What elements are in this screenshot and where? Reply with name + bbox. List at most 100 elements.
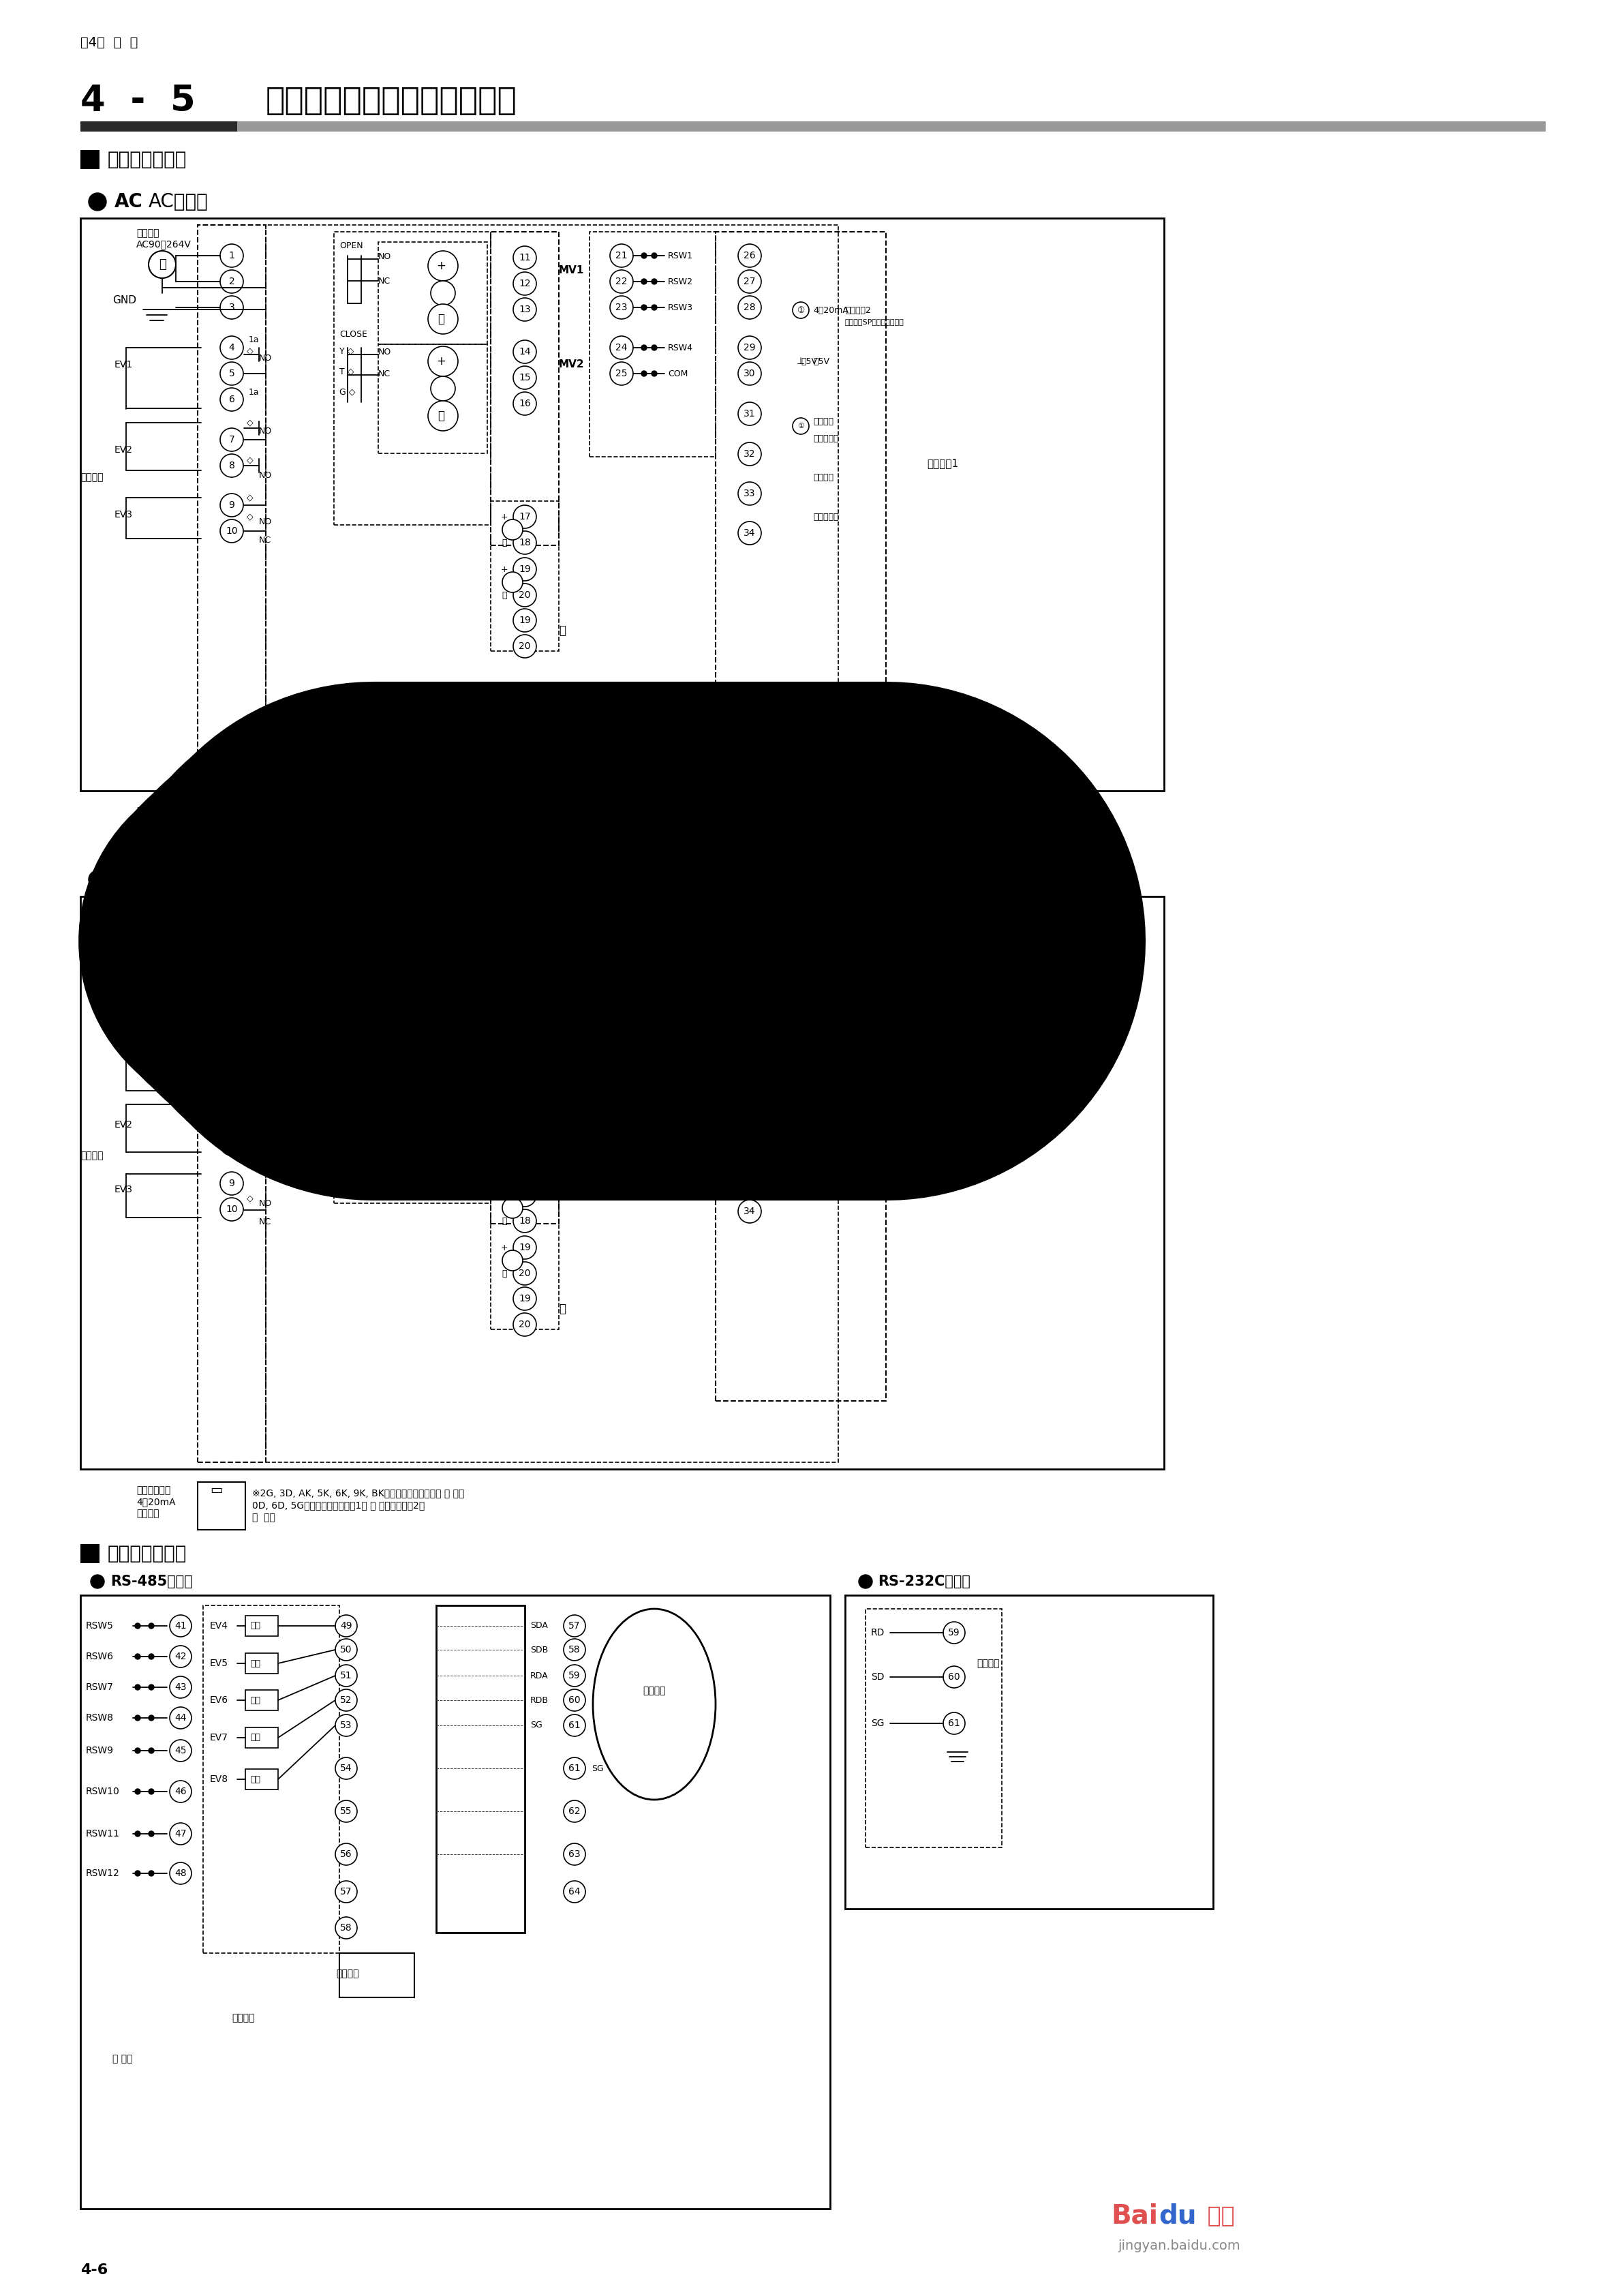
Text: 20: 20 [519, 1320, 530, 1329]
Circle shape [503, 1199, 522, 1219]
Bar [237, 122, 1546, 131]
Text: 27: 27 [744, 955, 756, 964]
Text: 偏置回路: 偏置回路 [336, 1968, 358, 1979]
Text: SG: SG [871, 1720, 884, 1729]
Text: 4: 4 [229, 342, 235, 354]
Text: AC电源型: AC电源型 [149, 193, 208, 211]
Text: ～5V: ～5V [813, 1038, 829, 1047]
Text: 3: 3 [229, 980, 235, 990]
Circle shape [793, 980, 809, 996]
Text: 热电偶输入: 热电偶输入 [813, 512, 839, 521]
Text: 26: 26 [743, 250, 756, 259]
Text: EV5: EV5 [209, 1658, 229, 1669]
Text: －: － [501, 1270, 506, 1279]
Text: 33: 33 [744, 1166, 756, 1176]
Text: +: + [436, 259, 446, 271]
Circle shape [610, 271, 633, 294]
Text: 31: 31 [743, 409, 756, 418]
Text: COM: COM [668, 370, 688, 379]
Circle shape [738, 335, 761, 358]
Text: 24: 24 [616, 1022, 628, 1031]
Circle shape [503, 519, 522, 540]
Bar [334, 909, 491, 1203]
Text: 第4章  接  线: 第4章 接 线 [81, 37, 138, 48]
Text: 6: 6 [229, 395, 235, 404]
Text: 11: 11 [519, 932, 530, 941]
Circle shape [641, 983, 647, 990]
Text: ＊辅助输出为: ＊辅助输出为 [136, 1486, 170, 1495]
Circle shape [135, 1623, 141, 1628]
Circle shape [793, 303, 809, 319]
Circle shape [652, 1024, 657, 1029]
Text: 64: 64 [568, 1887, 581, 1896]
Text: 负载: 负载 [250, 1775, 261, 1784]
Text: 21: 21 [615, 250, 628, 259]
Circle shape [221, 1040, 243, 1063]
Circle shape [610, 923, 633, 946]
Circle shape [221, 335, 243, 358]
Circle shape [135, 1789, 141, 1793]
Circle shape [513, 246, 537, 269]
Text: MV1: MV1 [560, 264, 584, 276]
Text: 负载: 负载 [250, 1621, 261, 1630]
Text: NC: NC [260, 1217, 271, 1226]
Text: GND: GND [112, 294, 136, 305]
Text: 45: 45 [175, 1745, 187, 1756]
Circle shape [738, 923, 761, 946]
Circle shape [149, 1623, 154, 1628]
Text: 28: 28 [743, 303, 756, 312]
Circle shape [221, 1107, 243, 1130]
Text: 43: 43 [175, 1683, 187, 1692]
Text: 1a: 1a [248, 1065, 260, 1075]
Text: ※2G, 3D, AK, 5K, 6K, 9K, BK型的场合，辅助输出为 ⑰ ⑱。: ※2G, 3D, AK, 5K, 6K, 9K, BK型的场合，辅助输出为 ⑰ … [251, 1488, 464, 1497]
Text: NO: NO [378, 1029, 391, 1035]
Text: ▭: ▭ [209, 806, 222, 817]
Circle shape [135, 1832, 141, 1837]
Bar [245, 1768, 277, 1789]
Text: 54: 54 [341, 1763, 352, 1773]
Circle shape [428, 347, 457, 377]
Text: OPEN: OPEN [339, 918, 363, 928]
Circle shape [738, 482, 761, 505]
Text: （仅远程SP、内部串级型）: （仅远程SP、内部串级型） [845, 319, 903, 326]
Text: ◇: ◇ [247, 1194, 253, 1203]
Text: 标准及增设端子台的配线一览: 标准及增设端子台的配线一览 [266, 85, 517, 117]
Circle shape [221, 948, 243, 971]
Bar [491, 909, 560, 1224]
Text: 20: 20 [519, 590, 530, 599]
Circle shape [652, 305, 657, 310]
Circle shape [641, 932, 647, 937]
Text: 27: 27 [744, 278, 756, 287]
Circle shape [149, 1747, 154, 1754]
Text: RSW5: RSW5 [86, 1621, 114, 1630]
Text: ①: ① [798, 985, 805, 992]
Text: ～: ～ [159, 259, 165, 271]
Circle shape [513, 271, 537, 296]
Text: COM: COM [668, 1047, 688, 1056]
Text: 模拟输入2: 模拟输入2 [845, 985, 871, 992]
Text: ◇: ◇ [247, 512, 253, 521]
Text: －: － [438, 1088, 444, 1100]
Text: RD: RD [871, 1628, 886, 1637]
Text: CLOSE: CLOSE [339, 331, 367, 338]
Text: 58: 58 [341, 1924, 352, 1933]
Bar [81, 1545, 99, 1564]
Circle shape [563, 1800, 586, 1823]
Text: MV2: MV2 [560, 358, 584, 370]
Circle shape [652, 253, 657, 259]
Circle shape [221, 974, 243, 996]
Circle shape [641, 372, 647, 377]
Text: 模拟输入1: 模拟输入1 [926, 1139, 959, 1148]
Text: 24: 24 [616, 342, 628, 354]
Text: 18: 18 [519, 537, 530, 546]
Text: 外部电源: 外部电源 [642, 1685, 665, 1694]
Circle shape [793, 418, 809, 434]
Circle shape [563, 1614, 586, 1637]
Text: 19: 19 [519, 1295, 530, 1304]
Text: RSW7: RSW7 [86, 1683, 114, 1692]
Text: EV6: EV6 [209, 1694, 229, 1706]
Text: AC: AC [115, 193, 143, 211]
Text: OPEN: OPEN [339, 241, 363, 250]
Text: 29: 29 [743, 1022, 756, 1031]
Circle shape [89, 193, 107, 211]
